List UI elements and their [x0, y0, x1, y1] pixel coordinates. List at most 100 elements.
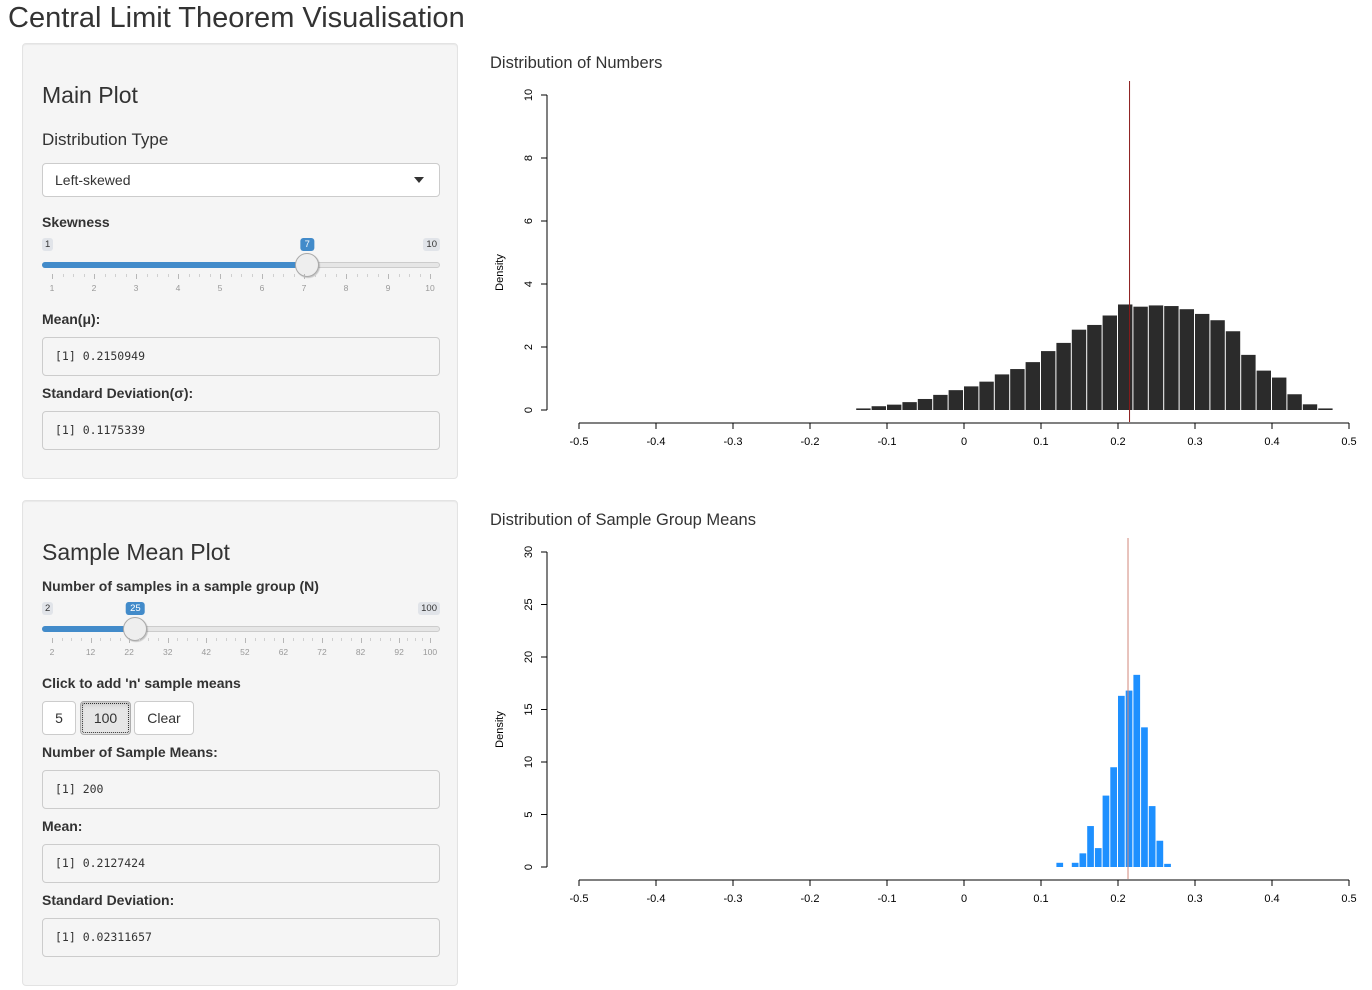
histogram-bar [871, 406, 886, 410]
slider-minor-tick [302, 638, 304, 641]
add-5-button[interactable]: 5 [42, 701, 76, 735]
sample-sd-output: [1] 0.02311657 [42, 918, 440, 957]
histogram-bar [1094, 848, 1102, 867]
histogram-bar [1102, 315, 1117, 410]
distribution-type-label: Distribution Type [42, 130, 169, 149]
slider-minor-tick [146, 274, 148, 277]
slider-minor-tick [370, 638, 372, 641]
x-tick-label: -0.1 [878, 893, 897, 905]
slider-minor-tick [251, 274, 253, 277]
histogram-bar [1164, 863, 1171, 867]
histogram-bar [1156, 840, 1164, 867]
slider-tick-label: 10 [425, 283, 435, 293]
slider-min-label: 2 [42, 602, 54, 615]
slider-minor-tick [335, 274, 337, 277]
slider-minor-tick [272, 274, 274, 277]
x-tick-label: 0.5 [1341, 893, 1356, 905]
slider-minor-tick [125, 274, 127, 277]
histogram-bar [948, 390, 963, 410]
slider-minor-tick [398, 274, 400, 277]
slider-tick [399, 638, 401, 643]
histogram-bar [887, 404, 902, 410]
skewness-slider[interactable]: 1 10 7 1 2 3 4 5 6 7 8 9 10 [42, 238, 440, 298]
page-title: Central Limit Theorem Visualisation [8, 2, 465, 34]
sample-means-plot-title: Distribution of Sample Group Means [490, 511, 756, 529]
slider-minor-tick [148, 638, 150, 641]
slider-minor-tick [71, 638, 73, 641]
slider-minor-tick [230, 274, 232, 277]
slider-minor-tick [177, 638, 179, 641]
slider-minor-tick [157, 274, 158, 277]
slider-minor-tick [409, 274, 410, 277]
slider-tick [430, 274, 431, 279]
histogram-bar [1079, 853, 1087, 867]
slider-tick [283, 638, 285, 643]
y-tick-label: 15 [523, 703, 535, 715]
mean-label: Mean(μ): [42, 311, 101, 327]
x-tick-label: 0.3 [1187, 893, 1202, 905]
y-tick-label: 8 [523, 155, 535, 161]
slider-minor-tick [215, 638, 217, 641]
slider-tick-label: 3 [133, 283, 139, 293]
slider-tick [136, 274, 137, 279]
slider-minor-tick [356, 274, 358, 277]
slider-tick [304, 274, 305, 279]
histogram-bar [1118, 304, 1133, 410]
y-tick-label: 10 [523, 89, 535, 101]
slider-tick-label: 82 [355, 647, 366, 657]
slider-tick-label: 32 [162, 647, 173, 657]
slider-value-label: 25 [126, 602, 145, 615]
sample-mean-label: Mean: [42, 818, 83, 834]
x-tick-label: -0.2 [801, 436, 820, 448]
slider-tick [90, 638, 92, 643]
slider-minor-tick [422, 638, 424, 641]
slider-minor-tick [167, 274, 169, 277]
main-distribution-chart: -0.5 -0.4 -0.3 -0.2 -0.1 0 0.1 0.2 0.3 0.4 0.5 0 2 4 6… [494, 81, 1357, 448]
slider-minor-tick [104, 274, 106, 277]
slider-handle[interactable] [295, 253, 320, 277]
slider-fill [42, 262, 308, 268]
histogram-bar [1102, 795, 1110, 867]
sample-size-slider[interactable]: 2 100 25 2 12 22 32 42 52 62 72 82 92 100 [42, 602, 440, 662]
slider-handle[interactable] [123, 617, 148, 641]
main-plot-panel: Main Plot Distribution Type Left-skewed … [22, 43, 458, 479]
slider-minor-tick [264, 638, 266, 641]
y-tick-label: 25 [523, 598, 535, 610]
histogram-bar [1302, 404, 1318, 410]
slider-tick [346, 274, 347, 279]
x-tick-label: 0 [961, 436, 967, 448]
slider-tick [178, 274, 179, 279]
slider-minor-tick [314, 274, 316, 277]
slider-tick [220, 274, 221, 279]
histogram-bar [1125, 690, 1133, 867]
slider-tick-label: 100 [422, 647, 438, 657]
distribution-type-select[interactable]: Left-skewed [42, 163, 440, 197]
slider-minor-tick [61, 638, 63, 641]
slider-minor-tick [241, 274, 242, 277]
histogram-bar [1071, 862, 1079, 867]
slider-minor-tick [325, 274, 326, 277]
slider-minor-tick [187, 638, 188, 641]
sample-mean-panel: Sample Mean Plot Number of samples in a … [22, 500, 458, 986]
x-tick-label: 0.3 [1187, 436, 1202, 448]
x-tick-label: 0.4 [1264, 436, 1279, 448]
slider-minor-tick [331, 638, 333, 641]
histogram-bar [1110, 767, 1117, 867]
x-tick-label: -0.2 [801, 893, 820, 905]
histogram-bar [1241, 354, 1256, 410]
clear-button[interactable]: Clear [134, 701, 194, 735]
slider-tick-label: 72 [317, 647, 327, 657]
slider-minor-tick [83, 274, 85, 277]
y-tick-label: 20 [523, 651, 535, 663]
slider-minor-tick [389, 638, 391, 641]
histogram-bar [1148, 305, 1164, 410]
slider-minor-tick [119, 638, 121, 641]
add-100-button[interactable]: 100 [80, 701, 131, 735]
histogram-bar [1195, 313, 1210, 410]
slider-minor-tick [196, 638, 198, 641]
slider-tick [129, 638, 131, 643]
main-plot-title: Distribution of Numbers [490, 54, 663, 72]
slider-minor-tick [158, 638, 160, 641]
slider-minor-tick [293, 274, 295, 277]
y-tick-label: 4 [523, 281, 535, 287]
